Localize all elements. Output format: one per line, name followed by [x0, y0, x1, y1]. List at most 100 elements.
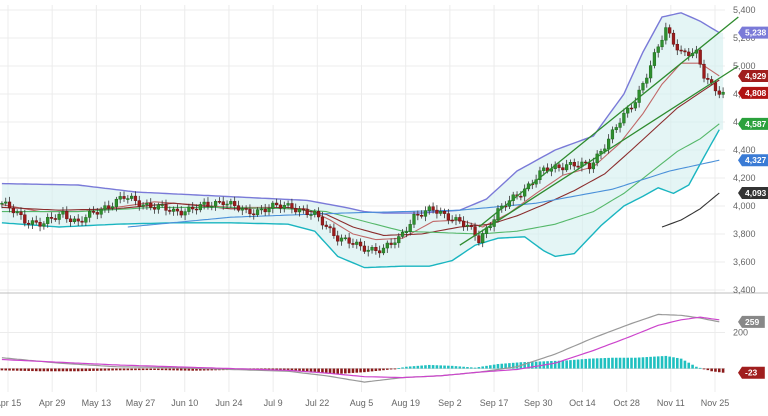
candle-body — [91, 210, 96, 213]
value-badge-shape — [738, 315, 765, 328]
candle-body — [660, 39, 664, 48]
candle — [294, 203, 298, 215]
histogram-bar — [340, 368, 343, 374]
candle-body — [255, 209, 260, 215]
histogram-bar — [271, 368, 275, 370]
candle-body — [122, 196, 126, 199]
candle — [481, 229, 485, 248]
candle — [397, 233, 401, 248]
candle-body — [320, 216, 325, 226]
histogram-bar — [397, 368, 401, 369]
candle — [187, 203, 191, 215]
candle — [557, 161, 561, 172]
candle-body — [454, 217, 458, 221]
candle-body — [305, 209, 309, 215]
time-tick-label: Apr 29 — [39, 398, 66, 408]
candle — [23, 209, 27, 227]
histogram-bar — [107, 368, 111, 371]
value-badge-label: 4,929 — [745, 71, 767, 81]
candle-body — [240, 208, 244, 211]
histogram-bar — [137, 368, 141, 371]
candle-body — [561, 167, 565, 171]
histogram-bar — [160, 368, 164, 371]
candle-body — [42, 223, 46, 227]
histogram-bar — [672, 357, 675, 369]
candle-body — [381, 247, 386, 254]
histogram-bar — [687, 362, 691, 369]
candle-body — [271, 202, 275, 209]
candle-body — [645, 77, 649, 84]
candle-body — [313, 211, 317, 215]
candle-body — [355, 241, 359, 245]
histogram-bar — [84, 368, 88, 372]
candle — [183, 208, 187, 221]
time-tick-label: Nov 11 — [657, 398, 685, 408]
candle — [416, 210, 420, 221]
candle-body — [275, 202, 279, 206]
price-tick-label: 4,400 — [733, 145, 756, 155]
candle — [721, 87, 725, 99]
candle — [110, 202, 115, 211]
candle — [339, 234, 344, 246]
candle — [103, 201, 107, 213]
candle — [217, 197, 222, 204]
value-badge-label: 4,587 — [745, 119, 767, 129]
candle — [95, 207, 99, 220]
candle — [80, 216, 84, 227]
candle — [717, 86, 721, 99]
candle-body — [282, 204, 286, 209]
candle — [427, 204, 431, 215]
histogram-bar — [427, 364, 431, 369]
candle-body — [671, 32, 676, 45]
value-badge: 4,327 — [738, 154, 768, 167]
histogram-bar — [637, 357, 641, 369]
candle — [263, 203, 267, 216]
histogram-bar — [199, 368, 202, 371]
candle-body — [38, 222, 42, 227]
price-tick-label: 3,400 — [733, 285, 756, 295]
candle-body — [233, 201, 237, 206]
histogram-bar — [630, 357, 633, 369]
candle-body — [614, 127, 618, 131]
series-line-3 — [1, 79, 720, 236]
candle — [378, 245, 382, 258]
candle — [431, 202, 435, 214]
histogram-bar — [57, 368, 61, 372]
candle-body — [519, 195, 523, 198]
candle-body — [229, 201, 233, 205]
histogram-bar — [176, 368, 179, 371]
histogram-bar — [267, 368, 271, 370]
candle-body — [442, 211, 447, 214]
candle — [206, 197, 210, 210]
candle — [362, 240, 367, 254]
histogram-bar — [702, 368, 706, 370]
candle-body — [542, 167, 546, 171]
candle-body — [183, 211, 187, 216]
candle — [236, 200, 241, 213]
candle-body — [675, 43, 679, 51]
candle-body — [446, 213, 450, 221]
histogram-bar — [8, 368, 11, 371]
candle-body — [469, 224, 473, 227]
candle — [259, 205, 264, 215]
candle-body — [435, 209, 439, 214]
series-line-6 — [661, 192, 720, 228]
candle-body — [652, 52, 657, 66]
candle-body — [461, 220, 466, 227]
candle — [618, 118, 622, 133]
candle — [57, 212, 61, 225]
candle-body — [103, 205, 107, 210]
histogram-bar — [691, 364, 694, 369]
candle-body — [481, 233, 485, 243]
candle-body — [328, 226, 332, 229]
candle-body — [332, 227, 336, 236]
histogram-bar — [443, 365, 446, 369]
histogram-bar — [168, 368, 172, 371]
histogram-bar — [454, 366, 458, 369]
candle-body — [152, 207, 157, 210]
candle-body — [248, 209, 252, 215]
candle-body — [210, 205, 214, 208]
candle — [523, 184, 527, 201]
histogram-bar — [489, 365, 492, 369]
histogram-bar — [206, 368, 210, 371]
